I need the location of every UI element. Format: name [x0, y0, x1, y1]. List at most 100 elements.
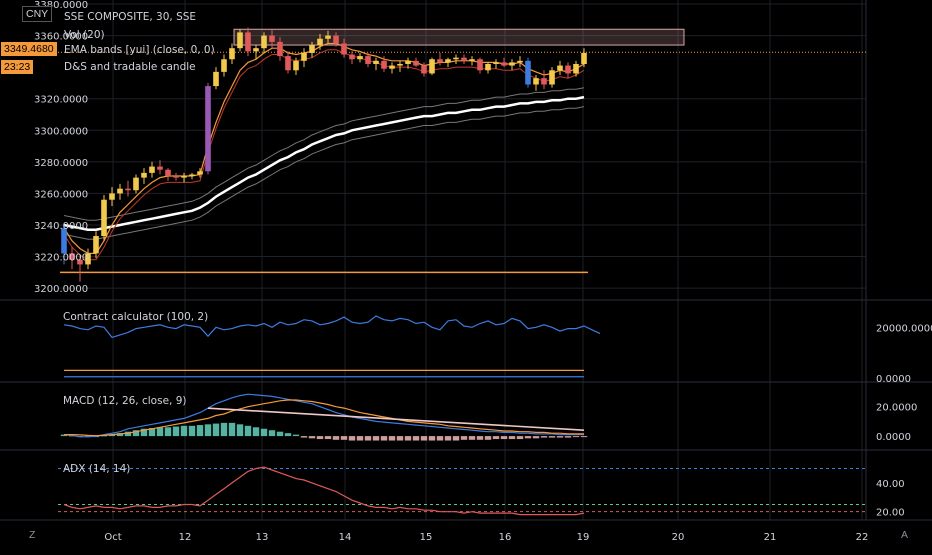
macd-histogram-bar	[308, 436, 316, 439]
macd-histogram-bar	[500, 436, 508, 440]
x-tick-label: 14	[339, 532, 352, 543]
macd-histogram-bar	[564, 436, 572, 438]
adx-y-tick: 20.00	[876, 508, 905, 519]
macd-histogram-bar	[524, 436, 532, 439]
candle-body	[533, 78, 539, 85]
timezone-button[interactable]: Z	[29, 529, 36, 541]
macd-histogram-bar	[172, 426, 180, 437]
ema-slow-lower-band	[63, 106, 585, 240]
countdown-badge: 23:23	[1, 60, 34, 74]
candle-body	[413, 60, 419, 66]
macd-histogram-bar	[452, 436, 460, 441]
candle-body	[341, 43, 347, 55]
x-tick-label: 12	[179, 532, 192, 543]
candle-body	[557, 65, 563, 71]
candle-body	[173, 176, 179, 178]
candle-body	[117, 188, 123, 194]
candle-body	[525, 60, 531, 85]
candle-body	[469, 59, 475, 61]
macd-histogram-bar	[444, 436, 452, 441]
macd-histogram-bar	[124, 431, 132, 437]
main-title: SSE COMPOSITE, 30, SSE	[64, 11, 196, 23]
macd-histogram-bar	[252, 427, 260, 437]
candle-body	[549, 70, 555, 85]
last-price-badge: 3349.4680	[1, 42, 57, 56]
calc-y-tick: 0.0000	[876, 374, 911, 385]
candle-body	[389, 65, 395, 69]
macd-histogram-bar	[372, 436, 380, 441]
adx-line	[63, 466, 585, 516]
candle-body	[541, 78, 547, 85]
macd-histogram-bar	[388, 436, 396, 441]
x-tick-label: Oct	[104, 532, 121, 543]
ema-fast-line	[63, 42, 585, 254]
ema-slow-line	[63, 95, 585, 231]
candle-body	[141, 172, 147, 178]
candle-body	[181, 176, 187, 178]
candle-body	[501, 62, 507, 66]
candle-body	[493, 62, 499, 64]
macd-histogram-bar	[508, 436, 516, 440]
candle-body	[189, 174, 195, 177]
candle-body	[229, 48, 235, 60]
candle-body	[437, 59, 443, 63]
macd-histogram-bar	[380, 436, 388, 441]
candle-body	[565, 65, 571, 74]
indicator-ema: EMA bands [yui] (close, 0, 0)	[64, 44, 215, 56]
candle-body	[429, 59, 435, 74]
candle-body	[461, 57, 467, 61]
calc-y-tick: 20000.0000	[876, 323, 932, 334]
macd-histogram-bar	[324, 436, 332, 440]
macd-y-tick: 0.0000	[876, 432, 911, 443]
x-tick-label: 20	[672, 532, 685, 543]
candle-body	[477, 59, 483, 71]
candle-body	[101, 199, 107, 237]
candle-body	[133, 177, 139, 191]
candle-body	[253, 48, 259, 52]
macd-histogram-bar	[204, 424, 212, 437]
candle-body	[333, 35, 339, 44]
macd-histogram-bar	[228, 422, 236, 437]
macd-histogram-bar	[156, 427, 164, 437]
macd-histogram-bar	[572, 436, 580, 438]
macd-histogram-bar	[236, 424, 244, 437]
macd-histogram-bar	[404, 436, 412, 441]
candle-body	[197, 171, 203, 175]
macd-histogram-bar	[196, 425, 204, 437]
y-tick-label: 3240.0000	[34, 221, 88, 232]
ema-slow-upper-band	[63, 87, 585, 221]
macd-title: MACD (12, 26, close, 9)	[63, 395, 186, 407]
auto-scale-button[interactable]: A	[901, 529, 909, 541]
macd-histogram-bar	[340, 436, 348, 440]
adx-title: ADX (14, 14)	[63, 463, 130, 475]
candle-body	[93, 236, 99, 254]
candle-body	[301, 52, 307, 61]
x-tick-label: 16	[499, 532, 512, 543]
candle-body	[85, 253, 91, 265]
candle-body	[573, 63, 579, 74]
candle-body	[405, 60, 411, 64]
candle-body	[397, 63, 403, 66]
candle-body	[109, 193, 115, 200]
candle-body	[221, 59, 227, 72]
candle-body	[517, 60, 523, 63]
candle-body	[285, 56, 291, 71]
macd-histogram-bar	[116, 433, 124, 437]
ema-fast-lower-band	[63, 49, 585, 261]
y-tick-label: 3220.0000	[34, 253, 88, 264]
candle-body	[165, 169, 171, 177]
currency-badge[interactable]: CNY	[22, 6, 53, 22]
indicator-ds: D&S and tradable candle	[64, 61, 196, 73]
macd-histogram-bar	[188, 425, 196, 437]
candle-body	[509, 62, 515, 66]
x-tick-label: 22	[856, 532, 869, 543]
candle-body	[237, 32, 243, 49]
macd-histogram-bar	[332, 436, 340, 440]
y-tick-label: 3380.0000	[34, 0, 88, 11]
macd-histogram-bar	[420, 436, 428, 441]
candle-body	[381, 60, 387, 69]
macd-histogram-bar	[460, 436, 468, 440]
macd-histogram-bar	[260, 428, 268, 437]
candle-body	[445, 59, 451, 63]
